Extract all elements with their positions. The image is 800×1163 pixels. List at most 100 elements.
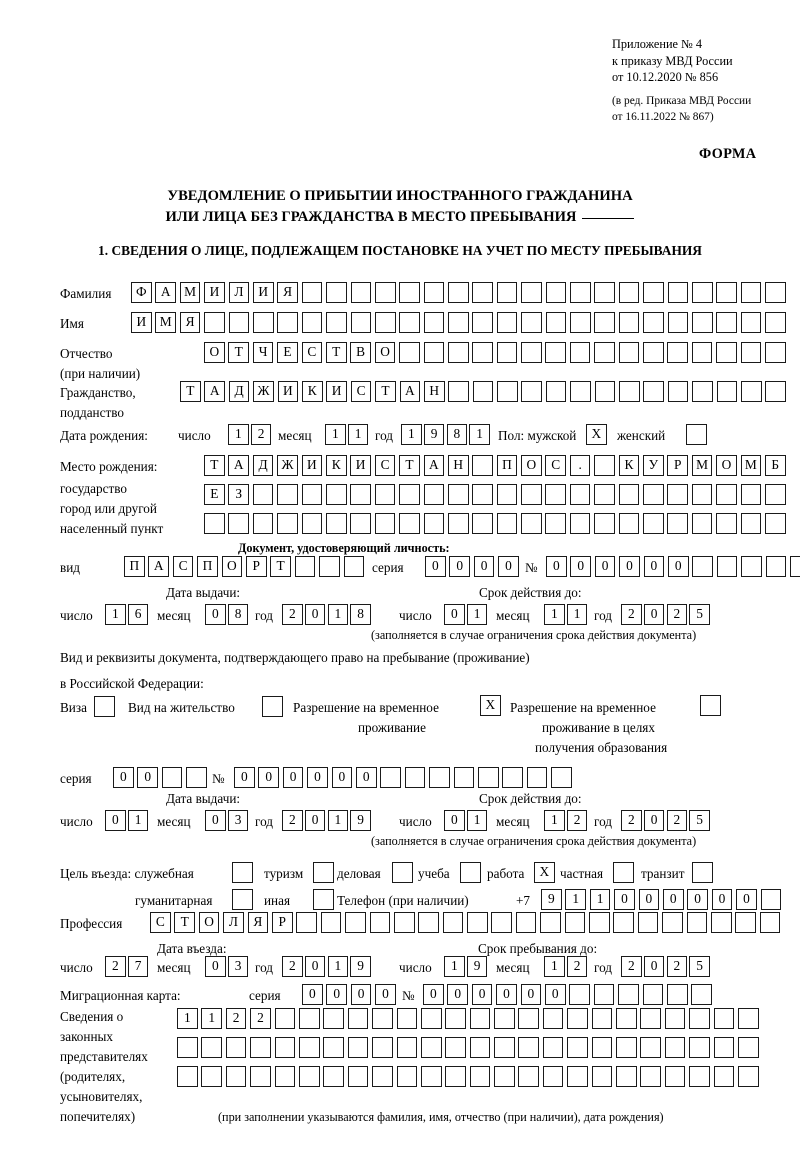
- char-cell[interactable]: Т: [270, 556, 291, 577]
- char-cell[interactable]: [643, 312, 664, 333]
- char-cell[interactable]: [447, 513, 469, 534]
- char-cell[interactable]: Т: [375, 381, 396, 402]
- char-cell[interactable]: [545, 282, 567, 303]
- char-cell[interactable]: Б: [764, 455, 786, 476]
- char-cell[interactable]: [789, 556, 800, 577]
- char-cell[interactable]: [618, 342, 640, 363]
- char-cell[interactable]: [692, 556, 713, 577]
- char-cell[interactable]: З: [228, 484, 249, 505]
- char-cell[interactable]: [713, 1066, 735, 1087]
- char-cell[interactable]: 0: [643, 556, 665, 577]
- char-cell[interactable]: [301, 282, 323, 303]
- char-cell[interactable]: [277, 312, 298, 333]
- char-cell[interactable]: 2: [225, 1008, 247, 1029]
- char-cell[interactable]: К: [325, 455, 347, 476]
- char-cell[interactable]: [521, 282, 542, 303]
- char-cell[interactable]: 0: [546, 556, 567, 577]
- char-cell[interactable]: А: [148, 556, 169, 577]
- char-cell[interactable]: С: [374, 455, 396, 476]
- char-cell[interactable]: 1: [401, 424, 422, 445]
- char-cell[interactable]: [667, 312, 689, 333]
- purpose-tourism-checkbox[interactable]: [313, 862, 334, 883]
- legal-rep-input-line-3[interactable]: [177, 1066, 759, 1087]
- char-cell[interactable]: [372, 1066, 393, 1087]
- char-cell[interactable]: [447, 484, 469, 505]
- char-cell[interactable]: [369, 912, 391, 933]
- purpose-humanitarian-checkbox[interactable]: [232, 889, 253, 910]
- char-cell[interactable]: [399, 282, 420, 303]
- char-cell[interactable]: [472, 484, 493, 505]
- char-cell[interactable]: [323, 1008, 344, 1029]
- char-cell[interactable]: Н: [447, 455, 469, 476]
- char-cell[interactable]: 0: [638, 889, 660, 910]
- char-cell[interactable]: 1: [466, 810, 488, 831]
- char-cell[interactable]: [374, 484, 396, 505]
- char-cell[interactable]: [177, 1037, 198, 1058]
- char-cell[interactable]: [350, 282, 372, 303]
- char-cell[interactable]: [542, 1008, 564, 1029]
- char-cell[interactable]: 1: [565, 889, 586, 910]
- char-cell[interactable]: [518, 1037, 540, 1058]
- char-cell[interactable]: 0: [520, 984, 542, 1005]
- char-cell[interactable]: 0: [350, 984, 372, 1005]
- char-cell[interactable]: [765, 556, 787, 577]
- char-cell[interactable]: 1: [544, 604, 565, 625]
- char-cell[interactable]: 0: [444, 604, 465, 625]
- char-cell[interactable]: Ж: [253, 381, 274, 402]
- char-cell[interactable]: С: [301, 342, 323, 363]
- char-cell[interactable]: [662, 912, 683, 933]
- char-cell[interactable]: [323, 1037, 344, 1058]
- char-cell[interactable]: 2: [282, 956, 303, 977]
- char-cell[interactable]: [423, 312, 445, 333]
- char-cell[interactable]: [301, 484, 323, 505]
- char-cell[interactable]: 0: [423, 984, 444, 1005]
- char-cell[interactable]: [472, 455, 493, 476]
- char-cell[interactable]: И: [131, 312, 152, 333]
- char-cell[interactable]: [689, 1037, 710, 1058]
- char-cell[interactable]: [274, 1066, 296, 1087]
- char-cell[interactable]: [252, 312, 274, 333]
- char-cell[interactable]: [619, 381, 640, 402]
- char-cell[interactable]: [496, 484, 518, 505]
- char-cell[interactable]: [618, 282, 640, 303]
- char-cell[interactable]: [691, 513, 713, 534]
- char-cell[interactable]: [637, 912, 659, 933]
- char-cell[interactable]: [420, 1037, 442, 1058]
- char-cell[interactable]: 0: [375, 984, 396, 1005]
- char-cell[interactable]: 0: [234, 767, 255, 788]
- char-cell[interactable]: [347, 1008, 369, 1029]
- char-cell[interactable]: [741, 556, 762, 577]
- char-cell[interactable]: [250, 1066, 271, 1087]
- char-cell[interactable]: [326, 282, 347, 303]
- char-cell[interactable]: М: [740, 455, 762, 476]
- char-cell[interactable]: 7: [127, 956, 149, 977]
- char-cell[interactable]: П: [496, 455, 518, 476]
- char-cell[interactable]: [618, 312, 640, 333]
- char-cell[interactable]: Л: [228, 282, 250, 303]
- char-cell[interactable]: 2: [282, 810, 303, 831]
- char-cell[interactable]: [666, 984, 688, 1005]
- char-cell[interactable]: [345, 912, 366, 933]
- char-cell[interactable]: [301, 513, 323, 534]
- char-cell[interactable]: [298, 1066, 320, 1087]
- char-cell[interactable]: [320, 912, 342, 933]
- char-cell[interactable]: .: [569, 455, 591, 476]
- char-cell[interactable]: 0: [662, 889, 684, 910]
- char-cell[interactable]: [664, 1008, 686, 1029]
- char-cell[interactable]: [594, 342, 615, 363]
- char-cell[interactable]: [765, 312, 786, 333]
- char-cell[interactable]: [689, 1066, 710, 1087]
- char-cell[interactable]: 0: [205, 810, 226, 831]
- char-cell[interactable]: 8: [350, 604, 371, 625]
